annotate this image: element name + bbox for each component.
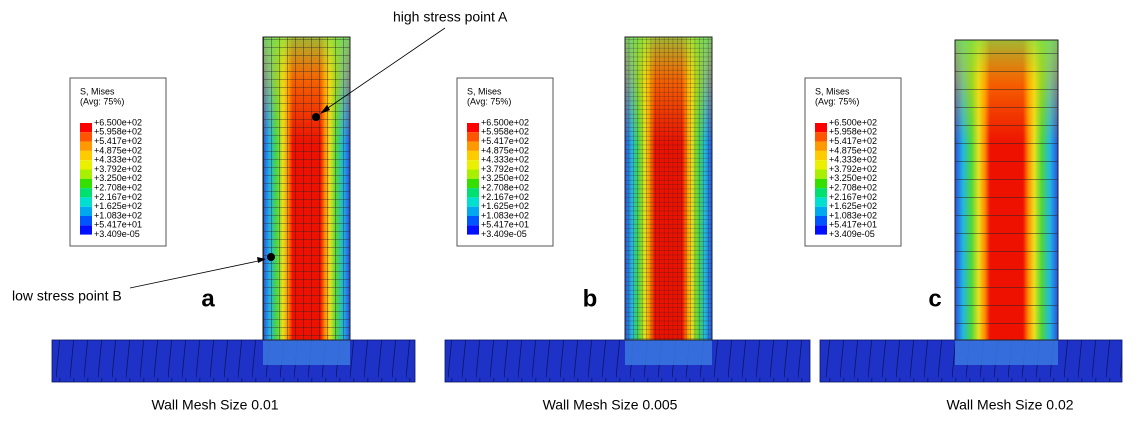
legend-swatch <box>815 160 827 169</box>
wall-mesh <box>263 37 350 340</box>
annotation: low stress point B <box>12 288 122 304</box>
wall-footing <box>955 340 1058 365</box>
legend-swatch <box>80 225 92 234</box>
legend-swatch <box>815 207 827 216</box>
panel-label: c <box>928 285 941 312</box>
legend-swatch <box>815 216 827 225</box>
point-a <box>312 113 320 121</box>
legend-swatch <box>815 170 827 179</box>
legend-swatch <box>80 197 92 206</box>
legend-swatch <box>467 216 479 225</box>
slab-mesh <box>52 340 415 382</box>
legend-level: +3.409e-05 <box>481 229 527 239</box>
legend-level: +3.409e-05 <box>94 229 140 239</box>
legend-swatch <box>80 207 92 216</box>
legend-swatch <box>815 151 827 160</box>
legend-swatch <box>80 132 92 141</box>
wall-footing <box>263 340 350 365</box>
legend-swatch <box>815 188 827 197</box>
panel-label: a <box>201 285 215 312</box>
legend-swatch <box>467 142 479 151</box>
legend-swatch <box>467 170 479 179</box>
caption: Wall Mesh Size 0.02 <box>946 397 1073 413</box>
point-b <box>267 253 275 261</box>
legend-swatch <box>815 179 827 188</box>
legend-subtitle: (Avg: 75%) <box>815 96 859 106</box>
legend-swatch <box>467 123 479 132</box>
legend-swatch <box>467 132 479 141</box>
wall-footing <box>625 340 712 365</box>
legend-swatch <box>467 207 479 216</box>
legend-swatch <box>815 123 827 132</box>
panel-label: b <box>583 285 598 312</box>
figure: S, Mises(Avg: 75%)+6.500e+02+5.958e+02+5… <box>0 0 1138 417</box>
legend-swatch <box>467 197 479 206</box>
legend-swatch <box>467 151 479 160</box>
legend-swatch <box>80 216 92 225</box>
legend-swatch <box>815 197 827 206</box>
legend-swatch <box>467 160 479 169</box>
legend-swatch <box>815 142 827 151</box>
legend-swatch <box>815 132 827 141</box>
annotation: high stress point A <box>393 9 508 25</box>
wall-mesh <box>955 40 1058 340</box>
legend-level: +3.409e-05 <box>829 229 875 239</box>
legend-swatch <box>467 179 479 188</box>
legend-swatch <box>80 151 92 160</box>
legend-swatch <box>815 225 827 234</box>
legend-swatch <box>80 170 92 179</box>
caption: Wall Mesh Size 0.005 <box>543 397 678 413</box>
legend-subtitle: (Avg: 75%) <box>80 96 124 106</box>
legend-swatch <box>80 179 92 188</box>
legend-title: S, Mises <box>80 86 115 96</box>
legend-swatch <box>467 188 479 197</box>
legend-swatch <box>80 188 92 197</box>
wall-mesh <box>625 37 712 340</box>
legend-swatch <box>80 142 92 151</box>
legend-swatch <box>467 225 479 234</box>
caption: Wall Mesh Size 0.01 <box>151 397 278 413</box>
legend-swatch <box>80 160 92 169</box>
leader <box>130 260 263 288</box>
legend-title: S, Mises <box>467 86 502 96</box>
legend-title: S, Mises <box>815 86 850 96</box>
legend-swatch <box>80 123 92 132</box>
legend-subtitle: (Avg: 75%) <box>467 96 511 106</box>
